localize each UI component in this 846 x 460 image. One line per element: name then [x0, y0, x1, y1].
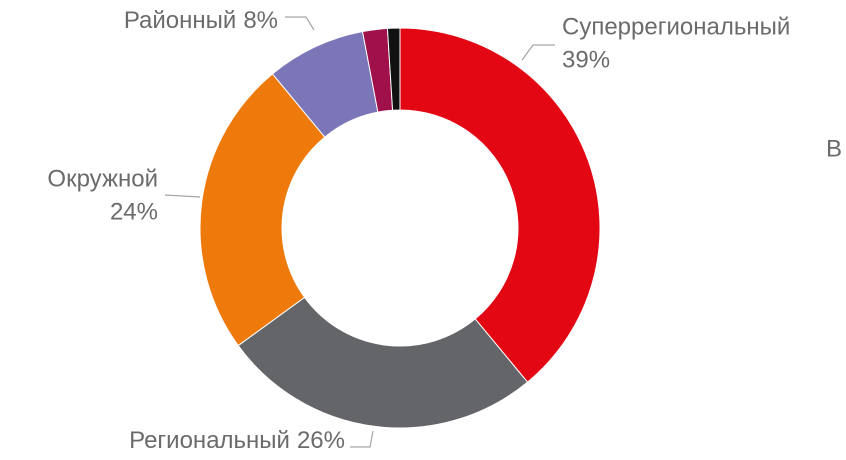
value-label: 39%	[562, 46, 610, 73]
slice-label: Суперрегиональный	[562, 13, 790, 40]
leader-line	[350, 430, 374, 448]
value-label: 8%	[243, 7, 278, 34]
leader-line	[164, 194, 201, 198]
annotation: В	[826, 135, 842, 162]
slice	[199, 73, 326, 347]
slice	[386, 27, 401, 111]
slice-label: Окружной	[47, 165, 158, 192]
value-label: 24%	[110, 198, 158, 225]
value-label: 26%	[297, 427, 345, 454]
slice	[399, 27, 601, 383]
category-name: Региональный	[129, 427, 290, 454]
leader-line	[521, 44, 555, 61]
slice-label: Региональный 26%	[129, 427, 345, 454]
category-name: Районный	[124, 7, 236, 34]
slice-label: Районный 8%	[124, 7, 278, 34]
leader-line	[285, 16, 315, 31]
slice	[237, 296, 529, 429]
